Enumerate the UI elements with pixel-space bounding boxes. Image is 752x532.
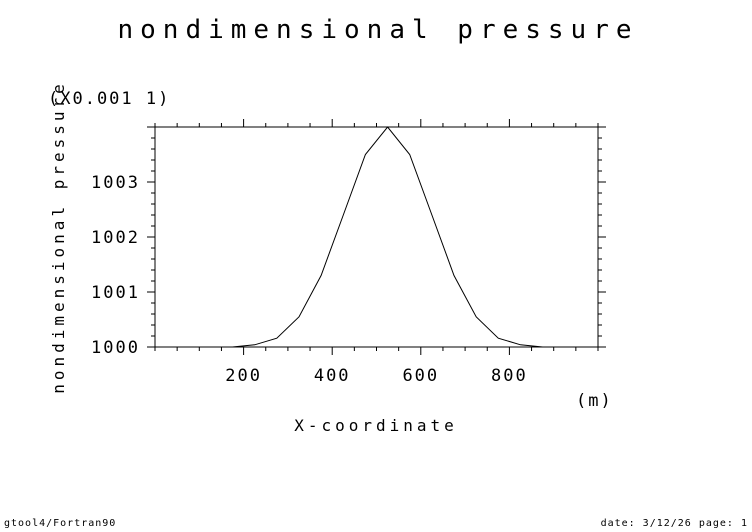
series-line <box>166 126 587 348</box>
y-tick-label: 1002 <box>91 228 140 248</box>
x-tick-labels: 200 400 600 800 <box>225 366 528 386</box>
y-axis-label: nondimensional pressure <box>49 80 68 394</box>
x-tick-label: 200 <box>225 366 262 386</box>
chart-title: nondimensional pressure <box>117 15 638 45</box>
tick-marks <box>147 119 606 355</box>
series-group <box>166 126 587 348</box>
x-tick-label: 600 <box>402 366 439 386</box>
y-tick-label: 1001 <box>91 283 140 303</box>
x-tick-label: 800 <box>491 366 528 386</box>
y-tick-labels: 1000 1001 1002 1003 <box>91 173 140 358</box>
x-axis-unit: (m) <box>576 391 613 411</box>
y-scale-note: (X0.001 1) <box>48 89 170 109</box>
footer-left: gtool4/Fortran90 <box>4 518 116 529</box>
y-tick-label: 1003 <box>91 173 140 193</box>
x-tick-label: 400 <box>314 366 351 386</box>
plot-frame <box>154 126 599 348</box>
x-axis-label: X-coordinate <box>294 416 458 435</box>
footer-right: date: 3/12/26 page: 1 <box>601 518 748 529</box>
y-tick-label: 1000 <box>91 338 140 358</box>
